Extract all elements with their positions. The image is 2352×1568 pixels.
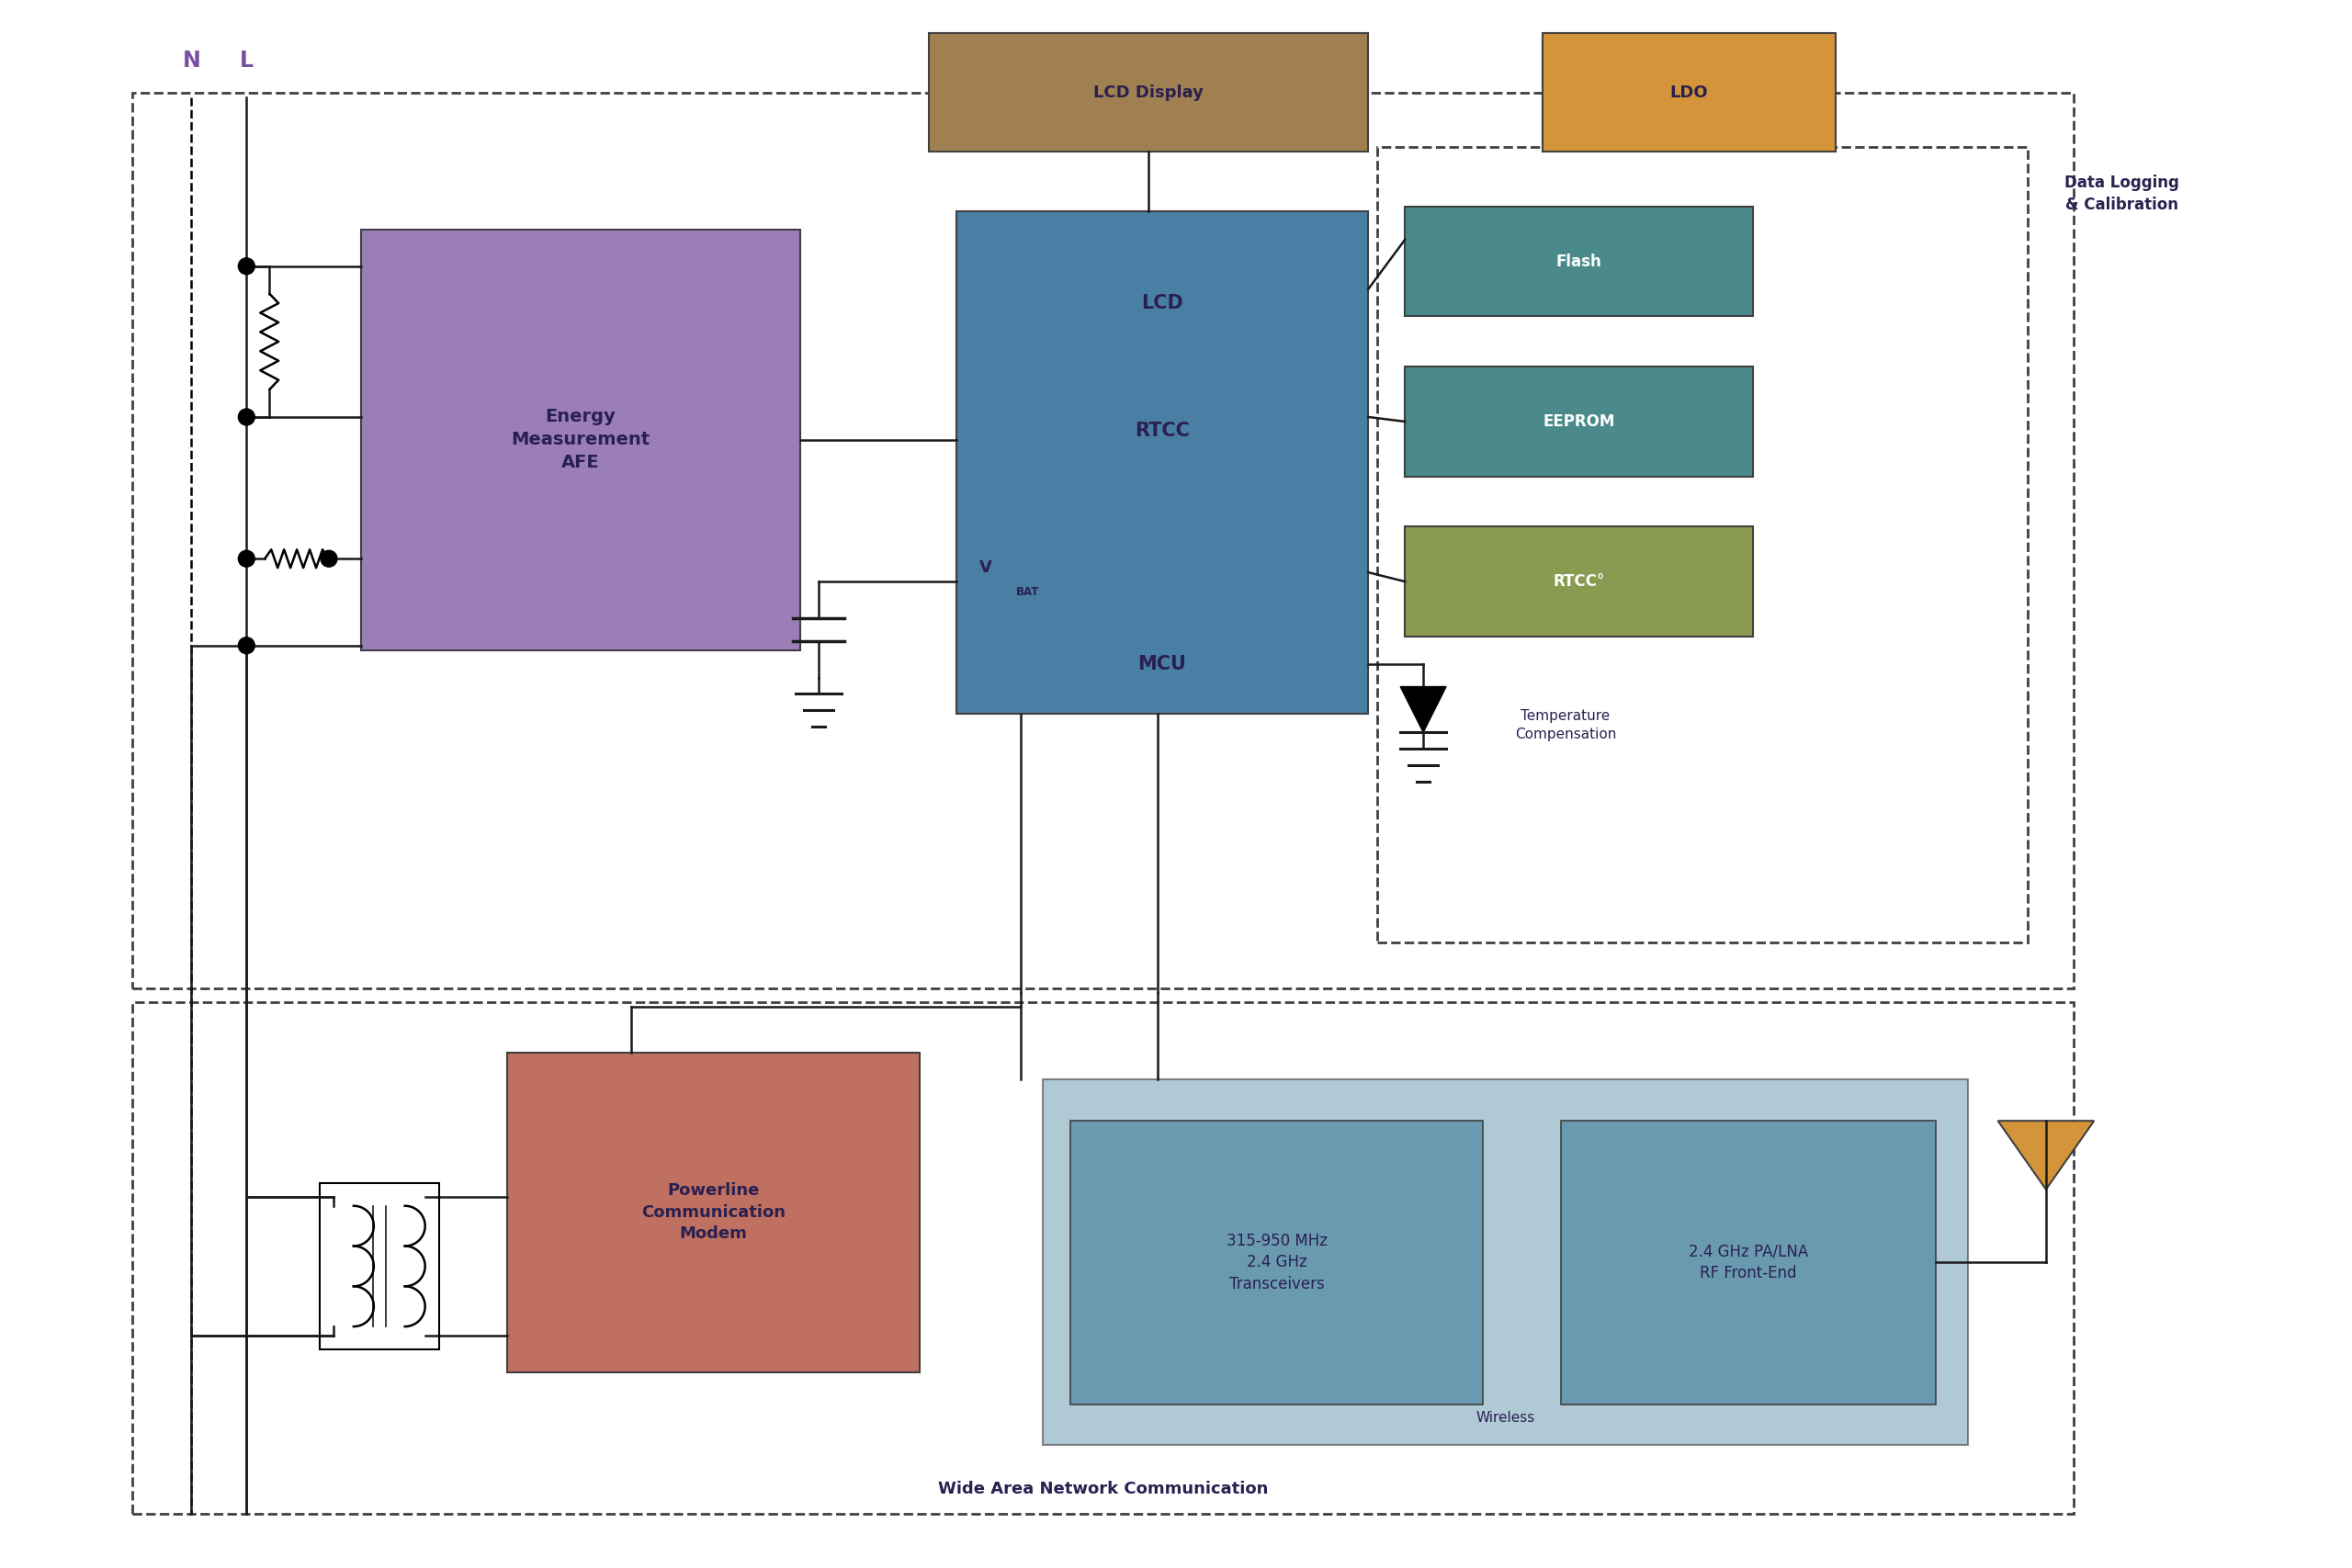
Text: LDO: LDO [1670, 85, 1708, 100]
Circle shape [238, 550, 254, 568]
Text: LCD: LCD [1141, 293, 1183, 312]
FancyBboxPatch shape [1404, 207, 1752, 317]
Polygon shape [1997, 1121, 2093, 1190]
Text: LCD Display: LCD Display [1094, 85, 1204, 100]
Text: L: L [240, 50, 254, 72]
Polygon shape [1399, 687, 1446, 732]
Circle shape [238, 259, 254, 274]
FancyBboxPatch shape [508, 1052, 920, 1372]
FancyBboxPatch shape [1404, 367, 1752, 477]
FancyBboxPatch shape [360, 229, 800, 651]
Text: Temperature
Compensation: Temperature Compensation [1515, 709, 1616, 742]
FancyBboxPatch shape [1070, 1121, 1482, 1405]
Circle shape [320, 550, 336, 568]
Text: Wide Area Network Communication: Wide Area Network Communication [938, 1480, 1268, 1497]
Text: RTCC: RTCC [1134, 422, 1190, 441]
Circle shape [238, 637, 254, 654]
Text: Energy
Measurement
AFE: Energy Measurement AFE [510, 408, 649, 472]
Text: Data Logging
& Calibration: Data Logging & Calibration [2065, 174, 2178, 213]
Text: N: N [183, 50, 200, 72]
Text: EEPROM: EEPROM [1543, 414, 1616, 430]
Text: 315-950 MHz
2.4 GHz
Transceivers: 315-950 MHz 2.4 GHz Transceivers [1225, 1232, 1327, 1292]
FancyBboxPatch shape [1543, 33, 1835, 152]
FancyBboxPatch shape [1562, 1121, 1936, 1405]
Text: Flash: Flash [1557, 254, 1602, 270]
FancyBboxPatch shape [1044, 1080, 1969, 1446]
FancyBboxPatch shape [1404, 527, 1752, 637]
Text: BAT: BAT [1016, 586, 1040, 597]
Text: Powerline
Communication
Modem: Powerline Communication Modem [642, 1182, 786, 1242]
Circle shape [238, 409, 254, 425]
Text: Wireless: Wireless [1477, 1411, 1536, 1425]
FancyBboxPatch shape [957, 212, 1369, 713]
Text: RTCC°: RTCC° [1552, 574, 1604, 590]
Text: V: V [978, 560, 993, 575]
Text: MCU: MCU [1138, 654, 1185, 673]
Text: 2.4 GHz PA/LNA
RF Front-End: 2.4 GHz PA/LNA RF Front-End [1689, 1243, 1809, 1281]
FancyBboxPatch shape [929, 33, 1369, 152]
